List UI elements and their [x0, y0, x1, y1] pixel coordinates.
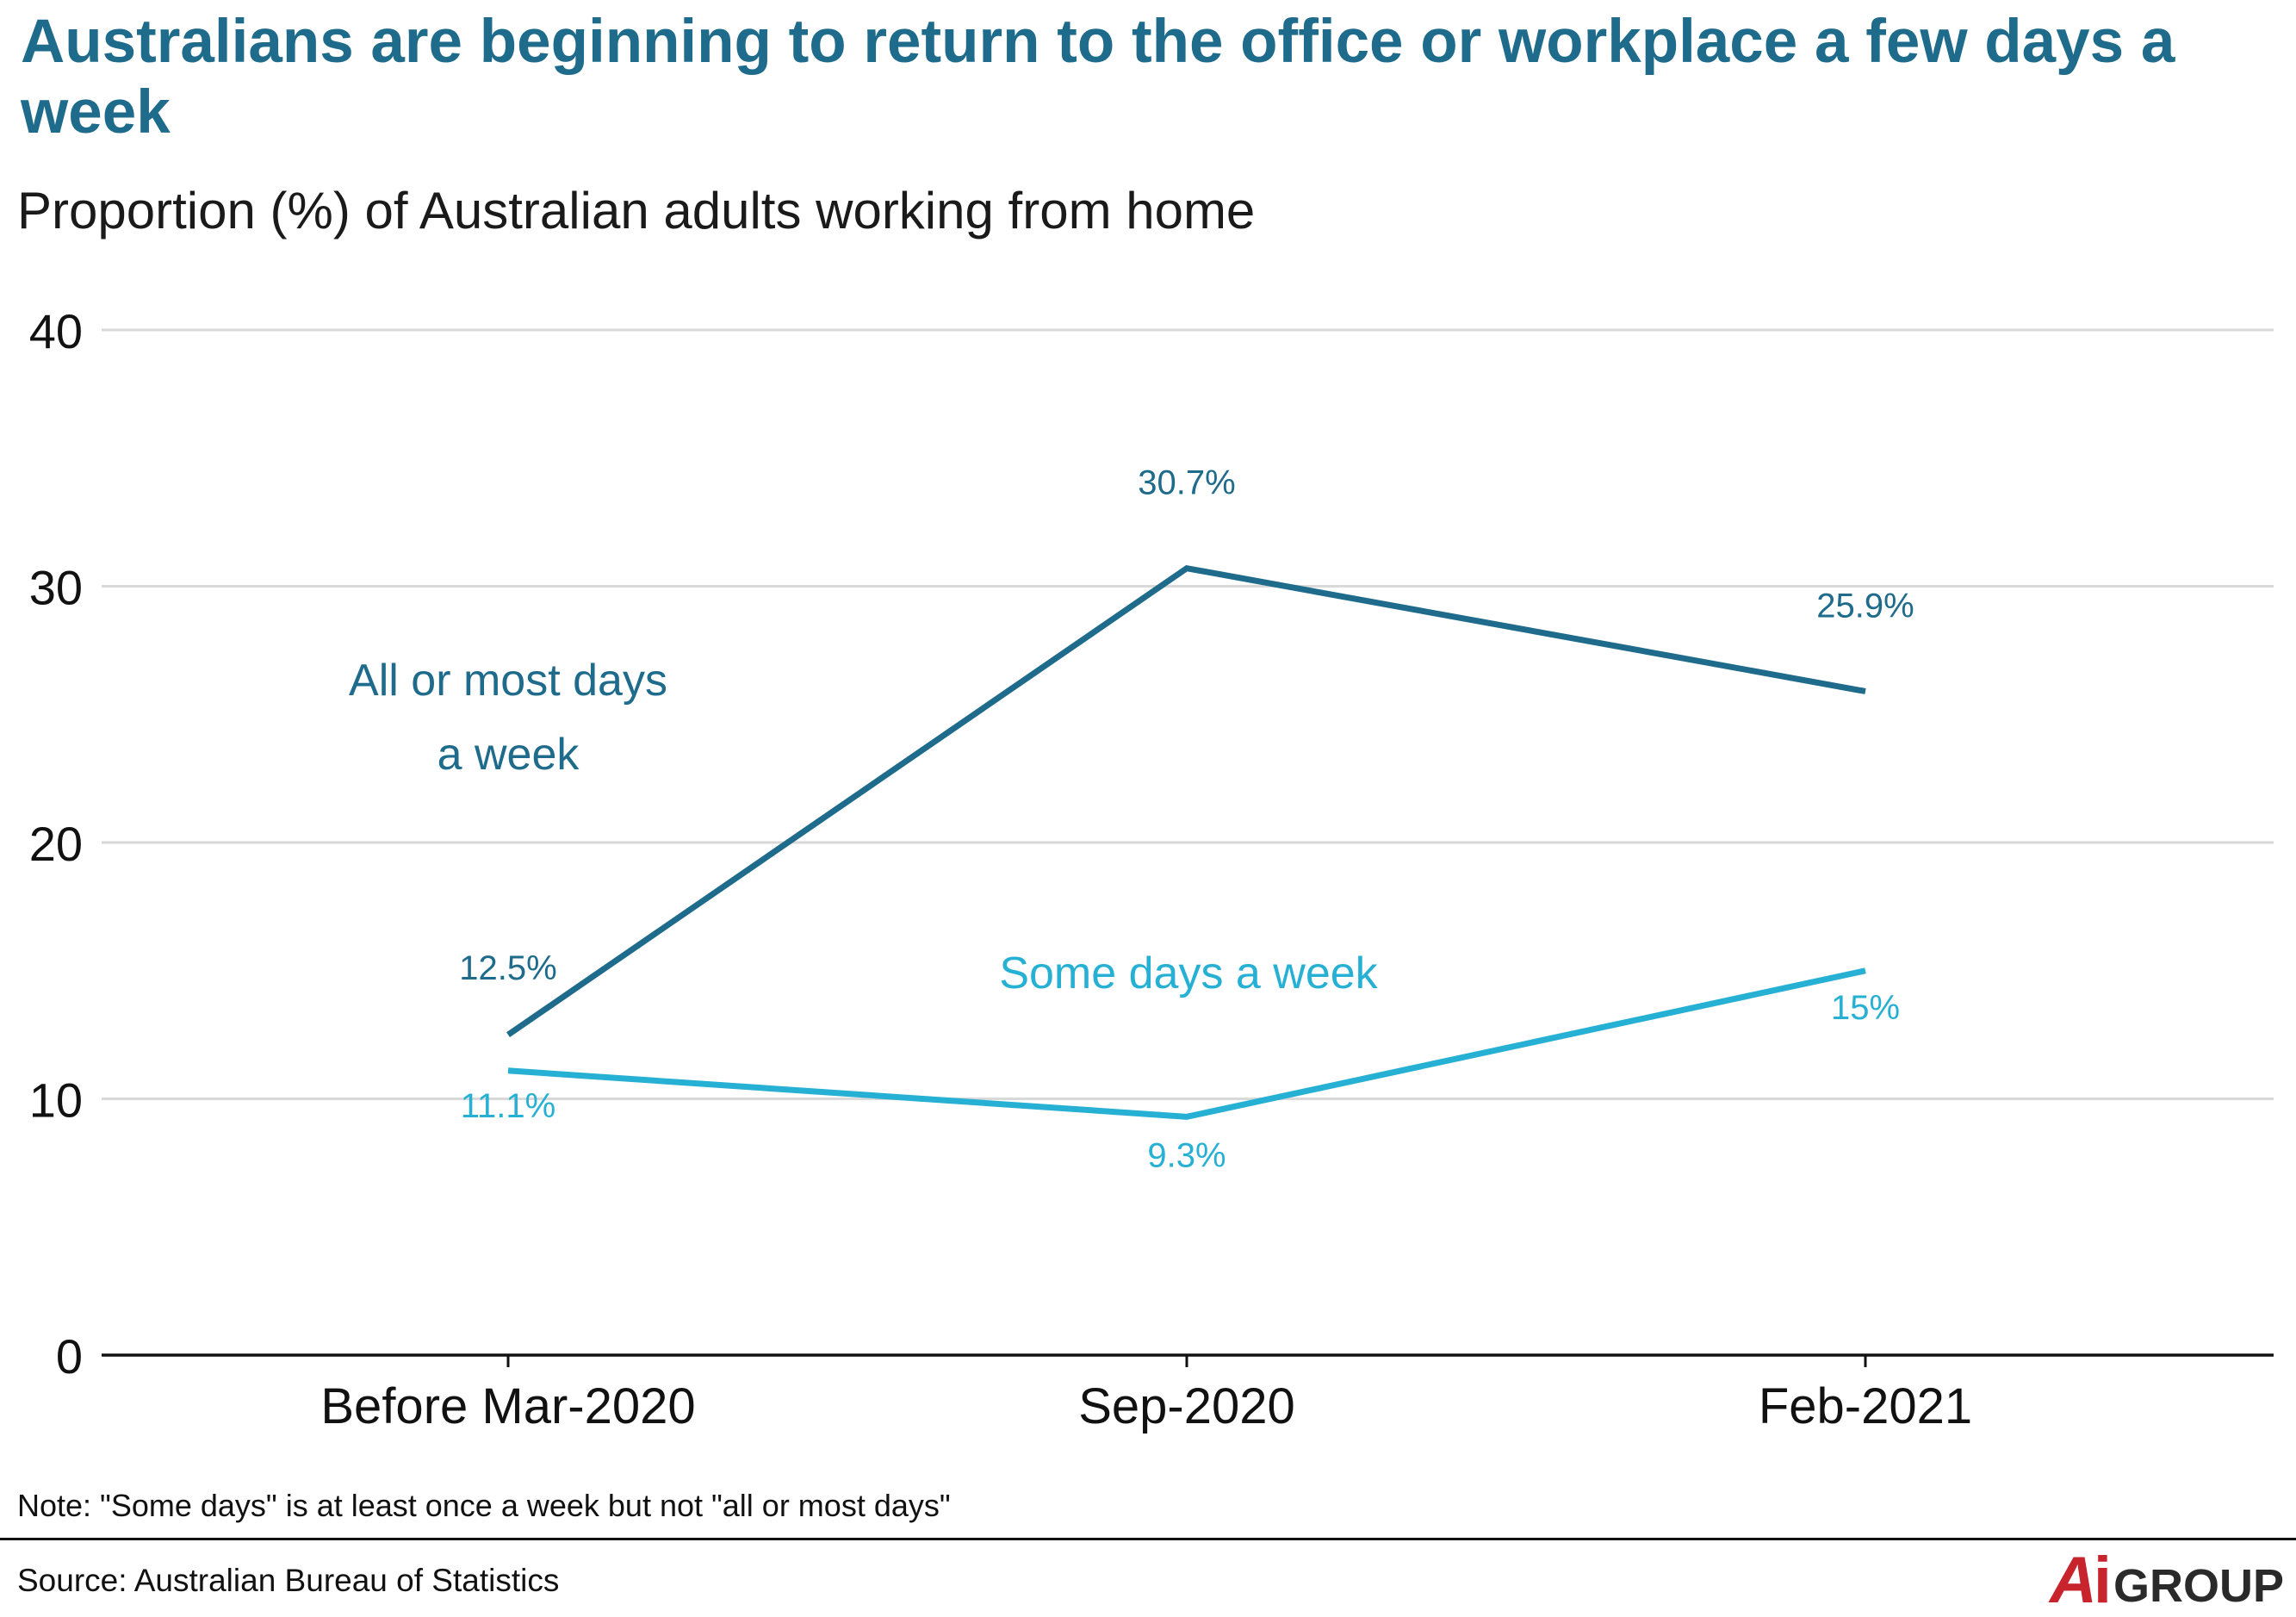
data-label-all-or-most-days: 30.7% — [1138, 464, 1235, 502]
data-label-some-days: 11.1% — [461, 1087, 555, 1125]
y-tick-label: 0 — [56, 1329, 83, 1384]
aigroup-logo: A i GROUP — [2050, 1549, 2284, 1611]
data-label-some-days: 15% — [1831, 989, 1900, 1027]
logo-letter-a: A — [2050, 1551, 2094, 1611]
x-tick-label: Sep-2020 — [1078, 1378, 1295, 1434]
x-tick-label: Before Mar-2020 — [320, 1378, 695, 1434]
data-label-all-or-most-days: 25.9% — [1816, 587, 1914, 625]
series-label-some-days: Some days a week — [999, 948, 1378, 998]
y-tick-label: 40 — [29, 304, 83, 358]
y-tick-label: 30 — [29, 561, 83, 615]
footer-divider — [0, 1538, 2296, 1540]
logo-letter-i: i — [2094, 1551, 2112, 1611]
source-line: Source: Australian Bureau of Statistics — [17, 1562, 559, 1600]
data-label-some-days: 9.3% — [1147, 1136, 1226, 1174]
chart-note: Note: "Some days" is at least once a wee… — [17, 1487, 951, 1525]
y-tick-label: 20 — [29, 817, 83, 871]
y-tick-label: 10 — [29, 1073, 83, 1128]
x-tick-label: Feb-2021 — [1759, 1378, 1972, 1434]
data-label-all-or-most-days: 12.5% — [459, 949, 556, 987]
logo-word-group: GROUP — [2113, 1561, 2284, 1611]
